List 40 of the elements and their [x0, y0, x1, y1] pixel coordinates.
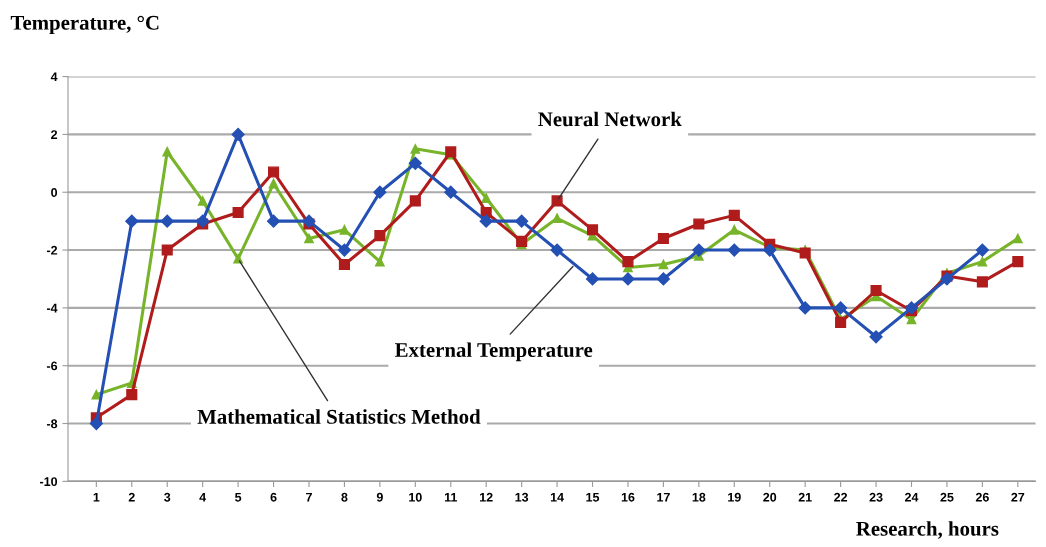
x-tick-label: 3 [164, 492, 171, 502]
y-tick-label: 0 [51, 188, 58, 197]
x-tick-label: 8 [341, 492, 348, 502]
y-axis-title: Temperature, °C [10, 15, 159, 35]
x-tick-label: 10 [409, 492, 422, 502]
x-tick-label: 17 [657, 492, 670, 502]
y-tick-label: -2 [46, 245, 58, 255]
y-tick-label: -10 [40, 477, 58, 487]
text: Neural Network [538, 111, 682, 127]
x-tick-label: 24 [904, 492, 919, 502]
x-tick-label: 23 [869, 492, 883, 502]
x-tick-label: 16 [621, 492, 635, 502]
x-tick-label: 4 [199, 492, 207, 502]
x-tick-label: 5 [235, 492, 242, 502]
x-tick-label: 19 [728, 492, 741, 502]
x-tick-label: 26 [975, 492, 989, 502]
y-tick-label: -8 [46, 419, 58, 429]
text: External Temperature [395, 342, 593, 362]
x-tick-label: 7 [306, 492, 312, 502]
x-tick-label: 18 [692, 492, 706, 502]
y-tick-label: 2 [51, 130, 58, 139]
y-tick-label: -4 [46, 303, 58, 313]
y-tick-label: -6 [46, 361, 58, 371]
x-tick-label: 11 [444, 492, 458, 502]
x-tick-label: 1 [93, 492, 100, 502]
text: Mathematical Statistics Method [197, 409, 481, 424]
x-tick-label: 15 [586, 492, 600, 502]
x-tick-label: 14 [550, 492, 564, 502]
x-axis-title: Research, hours [856, 521, 999, 539]
x-tick-label: 20 [763, 492, 777, 502]
x-tick-label: 22 [834, 492, 848, 502]
x-tick-label: 12 [480, 492, 493, 502]
y-tick-label: 4 [50, 72, 58, 82]
x-tick-label: 21 [798, 492, 812, 502]
x-tick-label: 6 [270, 492, 277, 502]
x-tick-label: 27 [1011, 492, 1025, 502]
x-tick-label: 9 [376, 492, 383, 502]
x-tick-label: 25 [940, 492, 954, 502]
x-tick-label: 13 [515, 492, 529, 502]
x-tick-label: 2 [128, 492, 135, 502]
